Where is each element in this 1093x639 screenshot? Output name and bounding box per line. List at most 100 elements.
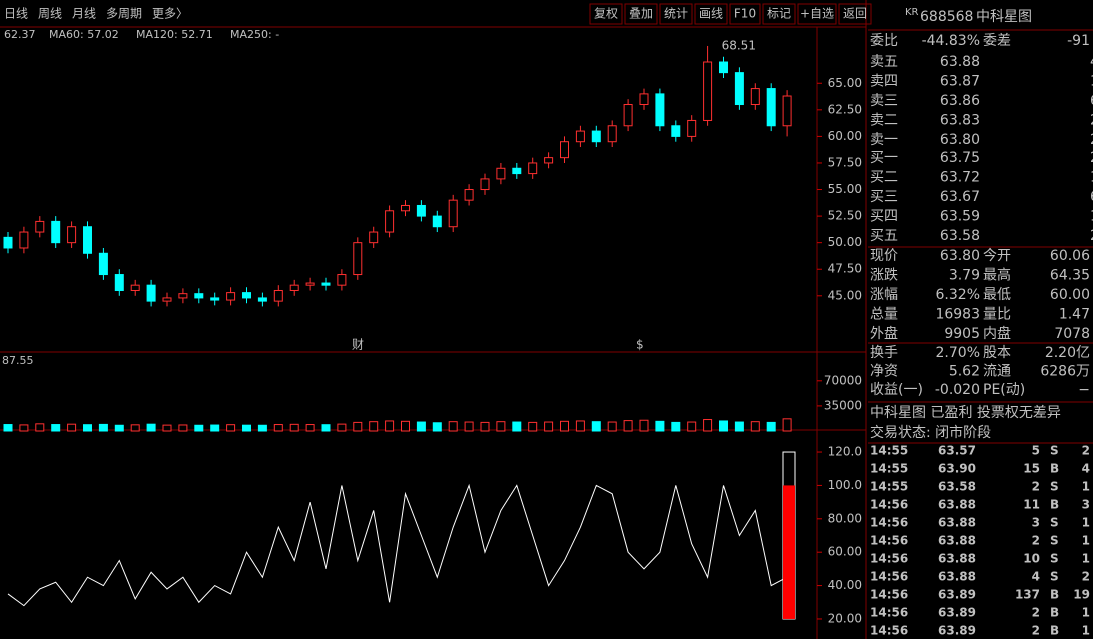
volume-bar	[3, 424, 13, 432]
bid-level: 买一	[870, 150, 898, 166]
candle-body	[575, 130, 585, 143]
candle-body	[83, 226, 92, 254]
volume-bar	[432, 422, 442, 432]
bid-level: 买五	[870, 228, 898, 244]
toolbar-button[interactable]	[589, 3, 623, 25]
quote-stat: 现价	[870, 248, 898, 264]
toolbar-button[interactable]	[624, 3, 658, 25]
trade-cell: 63.57	[938, 444, 976, 458]
trade-cell: 1	[1082, 624, 1090, 638]
trade-cell: 14:56	[870, 624, 908, 638]
toolbar-button[interactable]	[797, 3, 837, 25]
ma-label: MA250: -	[230, 28, 279, 41]
bid-level: 6	[1090, 189, 1093, 205]
trade-cell: 63.88	[938, 570, 976, 584]
volume-bar	[496, 421, 506, 432]
period-tab[interactable]: 更多〉	[152, 7, 188, 21]
candle-body	[289, 284, 299, 291]
volume-bar	[575, 420, 585, 432]
y-tick-label: 50.00	[828, 235, 862, 249]
trade-cell: 63.88	[938, 552, 976, 566]
candle-body	[337, 274, 347, 286]
trade-cell: 2	[1032, 624, 1040, 638]
trade-cell: 2	[1032, 534, 1040, 548]
stock-name: 中科星图	[976, 9, 1032, 25]
volume-bar	[464, 421, 474, 432]
ask-level: 63.87	[940, 74, 980, 90]
volume-bar	[703, 419, 713, 432]
period-tab[interactable]: 多周期	[106, 7, 142, 21]
toolbar-button-label[interactable]: 标记	[767, 7, 791, 21]
volume-bar	[766, 421, 776, 432]
toolbar-button-label[interactable]: 返回	[843, 7, 867, 21]
volume-bar	[35, 423, 45, 432]
candle-body	[528, 162, 538, 175]
quote-stat: 涨跌	[870, 268, 898, 284]
volume-bar	[369, 421, 379, 432]
bid-level: 2	[1090, 150, 1093, 166]
toolbar-button-label[interactable]: 画线	[699, 7, 723, 21]
bid-level: 63.58	[940, 228, 980, 244]
period-tab[interactable]: 周线	[38, 7, 62, 21]
trade-cell: 2	[1082, 444, 1090, 458]
y-tick-label: 57.50	[828, 155, 862, 169]
toolbar-button[interactable]	[838, 3, 872, 25]
quote-stat: 总量	[870, 307, 898, 323]
trade-cell: 63.88	[938, 516, 976, 530]
trade-cell: S	[1050, 444, 1059, 458]
fundamental: 换手	[870, 344, 898, 361]
candle-body	[242, 292, 251, 299]
trade-cell: 63.89	[938, 588, 976, 602]
toolbar-button-label[interactable]: F10	[734, 7, 756, 21]
ma-label: 62.37	[4, 28, 36, 41]
ma-label: MA120: 52.71	[136, 28, 213, 41]
trade-cell: 14:56	[870, 534, 908, 548]
toolbar-button-label[interactable]: 叠加	[629, 7, 653, 21]
fundamental: 流通	[983, 364, 1011, 380]
trade-cell: 5	[1032, 444, 1040, 458]
volume-bar	[19, 424, 29, 432]
quote-stat: 最低	[983, 287, 1011, 303]
quote-stat: 涨幅	[870, 287, 898, 303]
quote-stat: 内盘	[983, 325, 1011, 342]
fundamental: 6286万	[1040, 364, 1090, 380]
bid-level: 买三	[870, 189, 898, 205]
volume-bar	[591, 421, 601, 432]
volume-bar	[385, 420, 395, 432]
quote-panel: KR688568中科星图委比-44.83%委差-91卖五63.8841卖四63.…	[870, 7, 1093, 638]
trade-cell: B	[1050, 606, 1059, 620]
trade-cell: 14:56	[870, 498, 908, 512]
toolbar-button[interactable]	[729, 3, 761, 25]
trade-cell: 63.88	[938, 498, 976, 512]
toolbar-button[interactable]	[694, 3, 728, 25]
quote-stat: 7078	[1054, 326, 1090, 342]
quote-stat: 量比	[983, 307, 1011, 323]
trade-cell: 63.89	[938, 624, 976, 638]
period-tab[interactable]: 日线	[4, 7, 28, 21]
ask-level: 63.88	[940, 54, 980, 70]
toolbar-button-label[interactable]: +自选	[800, 7, 834, 21]
ask-level: 卖五	[870, 54, 898, 70]
candle-body	[98, 252, 108, 276]
fundamental: 股本	[983, 345, 1011, 361]
ask-level: 26	[1090, 132, 1093, 148]
volume-bar	[544, 421, 554, 432]
period-tab[interactable]: 月线	[72, 7, 96, 21]
toolbar-button-label[interactable]: 复权	[594, 7, 618, 21]
toolbar-button-label[interactable]: 统计	[664, 7, 688, 21]
trade-cell: 14:55	[870, 480, 908, 494]
candle-body	[464, 189, 474, 201]
y-tick-label: 40.00	[828, 578, 862, 592]
toolbar-button[interactable]	[762, 3, 796, 25]
candle-body	[369, 231, 379, 244]
trade-cell: 14:56	[870, 606, 908, 620]
candle-body	[194, 293, 204, 299]
quote-stat: 外盘	[870, 325, 898, 342]
candle-body	[178, 293, 188, 299]
candle-body	[210, 297, 220, 301]
candle-body	[19, 231, 29, 249]
y-tick-label: 45.00	[828, 288, 862, 302]
toolbar-button[interactable]	[659, 3, 693, 25]
volume-bar	[242, 424, 251, 432]
candle-body	[734, 72, 744, 106]
